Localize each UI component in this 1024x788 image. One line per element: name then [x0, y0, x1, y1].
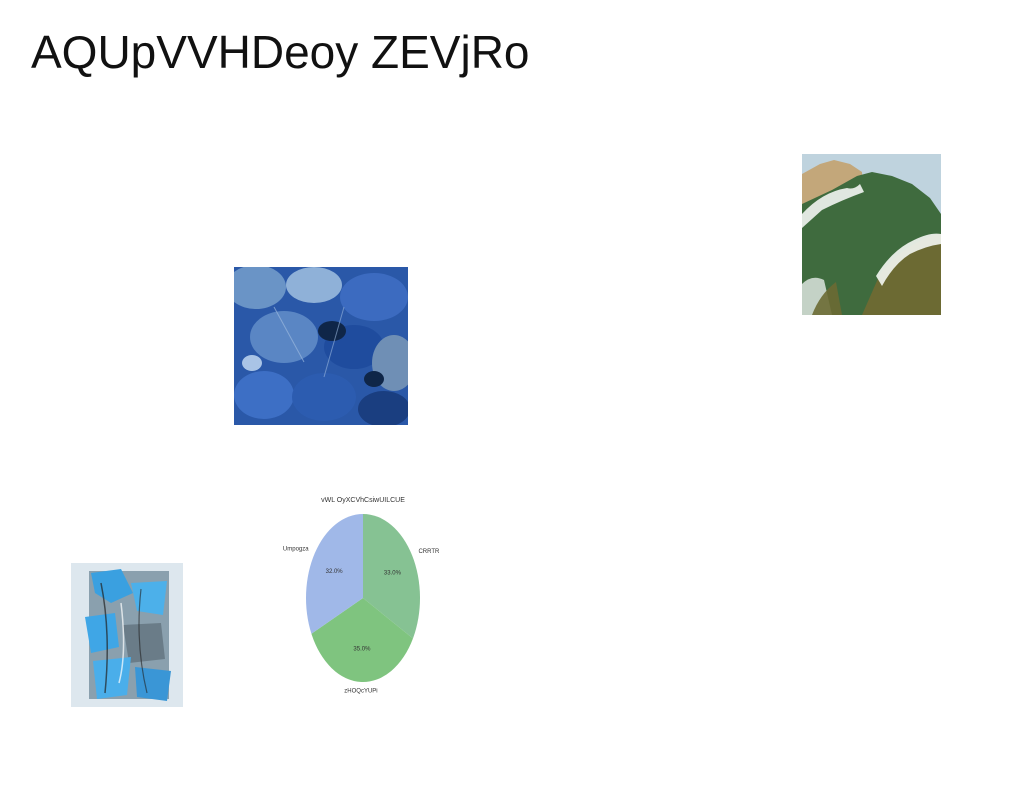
pie-category-label: CRRTR: [418, 549, 440, 555]
page-title: AQUpVVHDeoy ZEVjRo: [31, 26, 530, 78]
pie-slice-CRRTR: [363, 514, 420, 639]
pie-category-label: Umpogza: [283, 546, 309, 552]
pie-value-label: 33.0%: [384, 570, 402, 576]
pie-slice-zHOQcYUPi: [311, 598, 413, 682]
pie-category-label: zHOQcYUPi: [344, 688, 377, 694]
pie-value-label: 32.0%: [326, 569, 344, 575]
pie-value-label: 35.0%: [353, 646, 371, 652]
blue-abstract-painting-image: [71, 563, 183, 707]
pie-slice-Umpogza: [306, 514, 363, 634]
mountain-landscape-image: [802, 154, 941, 315]
blue-leaves-image: [234, 267, 408, 425]
chart-title: vWL OyXCVhCsiwUILCUE: [321, 497, 405, 504]
pie-chart: vWL OyXCVhCsiwUILCUE 33.0% CRRTR 35.0% zHOQ…: [270, 488, 460, 698]
